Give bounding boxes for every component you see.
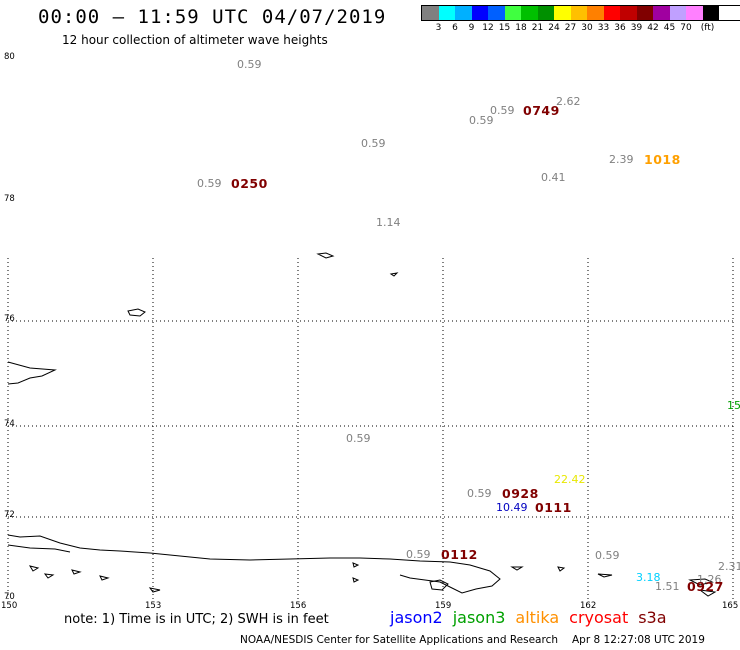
color-scale-swatch bbox=[603, 6, 620, 20]
color-scale-label: 30 bbox=[581, 23, 593, 33]
lat-label-78: 78 bbox=[4, 194, 15, 204]
color-scale-swatch bbox=[702, 6, 719, 20]
color-scale-swatch bbox=[620, 6, 637, 20]
coastline bbox=[7, 252, 717, 597]
lon-label-162: 162 bbox=[580, 601, 597, 611]
wave-height-label: 0.59 bbox=[467, 487, 492, 500]
color-scale-unit: (ft) bbox=[700, 23, 715, 33]
color-scale-label: 33 bbox=[597, 23, 610, 33]
lat-label-74: 74 bbox=[4, 419, 15, 429]
credit-timestamp: Apr 8 12:27:08 UTC 2019 bbox=[572, 634, 705, 646]
map-subtitle: 12 hour collection of altimeter wave hei… bbox=[62, 33, 328, 47]
color-scale-label: 9 bbox=[468, 23, 475, 33]
wave-height-label: 2.62 bbox=[556, 95, 581, 108]
wave-height-label: 1.51 bbox=[655, 580, 680, 593]
color-scale-label: 12 bbox=[482, 23, 494, 33]
pass-time-label: 0927 bbox=[687, 579, 724, 594]
wave-height-label: 15 bbox=[727, 399, 740, 412]
wave-height-label: 2.31 bbox=[718, 560, 740, 573]
satellite-legend: jason2 jason3 altika cryosat s3a bbox=[390, 608, 677, 627]
satellite-jason2: jason2 bbox=[390, 608, 443, 627]
pass-time-label: 0111 bbox=[535, 500, 572, 515]
satellite-jason3: jason3 bbox=[452, 608, 506, 627]
color-scale-label: 24 bbox=[548, 23, 560, 33]
color-scale-label: 15 bbox=[498, 23, 511, 33]
wave-height-label: 0.59 bbox=[361, 137, 386, 150]
color-scale-swatch bbox=[471, 6, 488, 20]
wave-height-label: 22.42 bbox=[554, 473, 586, 486]
color-scale-swatch bbox=[422, 6, 439, 20]
color-scale-label: 42 bbox=[647, 23, 659, 33]
color-scale-label: 36 bbox=[614, 23, 626, 33]
wave-height-label: 0.59 bbox=[197, 177, 222, 190]
color-scale-swatch bbox=[504, 6, 521, 20]
pass-time-label: 0112 bbox=[441, 547, 478, 562]
pass-time-label: 1018 bbox=[644, 152, 681, 167]
wave-height-map bbox=[7, 252, 734, 602]
color-scale-boxes bbox=[421, 5, 740, 21]
wave-height-label: 10.49 bbox=[496, 501, 528, 514]
satellite-cryosat: cryosat bbox=[569, 608, 629, 627]
color-scale-swatch bbox=[521, 6, 538, 20]
color-scale-label: 18 bbox=[515, 23, 527, 33]
pass-time-label: 0928 bbox=[502, 486, 539, 501]
color-scale-swatch bbox=[554, 6, 571, 20]
lat-label-72: 72 bbox=[4, 510, 15, 520]
color-scale-swatch bbox=[570, 6, 587, 20]
lat-label-80: 80 bbox=[4, 52, 15, 62]
color-scale-swatch bbox=[488, 6, 505, 20]
wave-height-label: 0.59 bbox=[346, 432, 371, 445]
graticule bbox=[7, 258, 734, 602]
wave-height-label: 1.26 bbox=[697, 573, 722, 586]
wave-height-label: 0.59 bbox=[237, 58, 262, 71]
wave-height-label: 0.59 bbox=[595, 549, 620, 562]
credit-line: NOAA/NESDIS Center for Satellite Applica… bbox=[240, 634, 705, 646]
color-scale-label: 6 bbox=[452, 23, 458, 33]
lon-label-150: 150 bbox=[1, 601, 18, 611]
wave-height-label: 1.14 bbox=[376, 216, 401, 229]
color-scale-swatch bbox=[587, 6, 604, 20]
color-scale-label: 39 bbox=[630, 23, 643, 33]
color-scale-swatch bbox=[636, 6, 653, 20]
color-scale-labels: 3 6 9 12 15 18 21 24 27 30 33 36 39 42 45 70 (ft) bbox=[421, 21, 740, 33]
color-scale-label: 21 bbox=[531, 23, 544, 33]
color-scale-swatch bbox=[438, 6, 455, 20]
wave-height-label: 2.39 bbox=[609, 153, 634, 166]
color-scale-label: 70 bbox=[680, 23, 692, 33]
color-scale-swatch bbox=[455, 6, 472, 20]
color-scale-swatch bbox=[669, 6, 686, 20]
lon-label-165: 165 bbox=[722, 601, 739, 611]
lon-label-156: 156 bbox=[290, 601, 307, 611]
color-scale-label: 3 bbox=[435, 23, 442, 33]
color-scale-legend: 3 6 9 12 15 18 21 24 27 30 33 36 39 42 45 70 (ft) bbox=[421, 5, 740, 33]
wave-height-label: 0.59 bbox=[469, 114, 494, 127]
satellite-altika: altika bbox=[515, 608, 560, 627]
lon-label-153: 153 bbox=[145, 601, 162, 611]
color-scale-label: 45 bbox=[663, 23, 676, 33]
footnote: note: 1) Time is in UTC; 2) SWH is in fe… bbox=[64, 612, 329, 627]
pass-time-label: 0749 bbox=[523, 103, 560, 118]
lat-label-76: 76 bbox=[4, 314, 15, 324]
satellite-s3a: s3a bbox=[638, 608, 667, 627]
wave-height-label: 3.18 bbox=[636, 571, 661, 584]
wave-height-label: 0.41 bbox=[541, 171, 566, 184]
pass-time-label: 0250 bbox=[231, 176, 268, 191]
color-scale-label: 27 bbox=[564, 23, 577, 33]
color-scale-swatch bbox=[653, 6, 670, 20]
color-scale-swatch bbox=[686, 6, 703, 20]
lat-label-70: 70 bbox=[4, 592, 15, 602]
lon-label-159: 159 bbox=[435, 601, 452, 611]
wave-height-label: 0.59 bbox=[490, 104, 515, 117]
credit-org: NOAA/NESDIS Center for Satellite Applica… bbox=[240, 634, 558, 646]
wave-height-label: 0.59 bbox=[406, 548, 431, 561]
map-title: 00:00 – 11:59 UTC 04/07/2019 bbox=[38, 6, 387, 28]
color-scale-swatch bbox=[537, 6, 554, 20]
